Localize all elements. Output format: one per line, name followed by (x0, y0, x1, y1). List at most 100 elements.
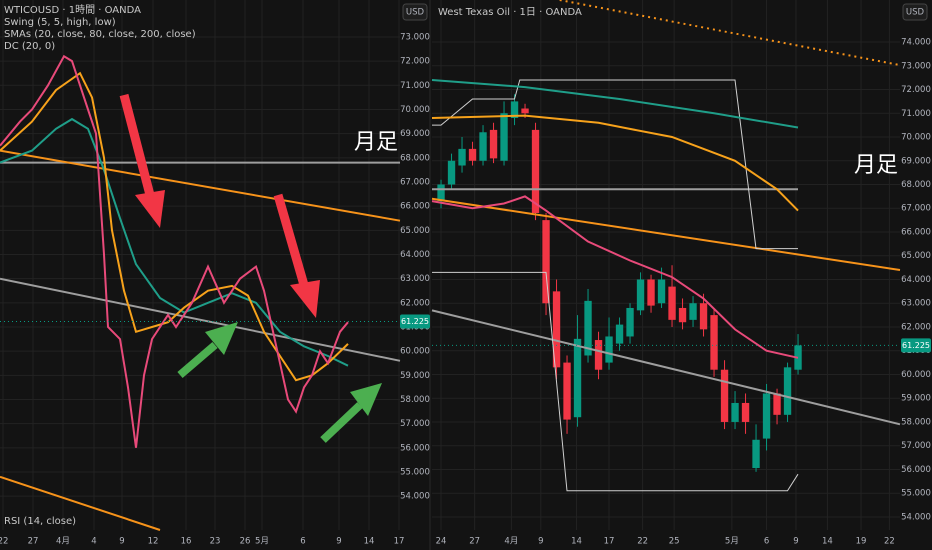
candle-body (762, 393, 771, 439)
x-tick-label: 12 (148, 537, 159, 547)
y-tick-label: 56.000 (400, 443, 430, 453)
line (431, 195, 799, 359)
candle-body (783, 367, 792, 415)
candle-body (689, 303, 697, 320)
indicator-label: RSI (14, close) (4, 516, 76, 527)
y-tick-label: 69.000 (901, 156, 931, 166)
x-tick-label: 26 (240, 537, 251, 547)
candle-body (678, 307, 687, 323)
arrow-head (205, 322, 238, 355)
candle-body (615, 324, 624, 344)
x-tick-label: 4 (91, 537, 96, 547)
y-tick-label: 57.000 (901, 441, 931, 451)
y-tick-label: 70.000 (901, 133, 931, 143)
x-tick-label: 9 (119, 537, 124, 547)
candle-body (531, 129, 540, 213)
candle-body (584, 300, 592, 356)
legend-item: Swing (5, 5, high, low) (4, 17, 116, 28)
y-tick-label: 71.000 (400, 81, 430, 91)
currency: USD (906, 8, 925, 18)
y-tick-label: 65.000 (901, 251, 931, 261)
last-price-label: 61.225 (902, 341, 930, 350)
line (0, 149, 401, 222)
x-tick-label: 5月 (725, 537, 739, 547)
y-tick-label: 64.000 (901, 275, 931, 285)
y-tick-label: 63.000 (400, 274, 430, 284)
candle-body (731, 402, 739, 422)
currency-badge[interactable] (402, 3, 428, 21)
arrow (177, 341, 218, 379)
x-tick-label: 17 (604, 537, 615, 547)
x-tick-label: 17 (394, 537, 405, 547)
arrow-head (290, 280, 320, 318)
candle-body (710, 315, 718, 370)
candle-body (699, 303, 708, 330)
x-tick-label: 27 (28, 537, 39, 547)
candle-body (500, 113, 508, 161)
y-tick-label: 72.000 (901, 85, 931, 95)
candle-body (636, 279, 645, 311)
x-tick-label: 24 (436, 537, 447, 547)
x-tick-label: 6 (300, 537, 305, 547)
y-tick-label: 63.000 (901, 299, 931, 309)
arrow (273, 193, 309, 287)
y-tick-label: 69.000 (400, 129, 430, 139)
x-tick-label: 9 (538, 537, 543, 547)
y-tick-label: 70.000 (400, 105, 430, 115)
x-tick-label: 4月 (56, 537, 70, 547)
legend-item: DC (20, 0) (4, 41, 55, 52)
y-tick-label: 54.000 (901, 512, 931, 522)
y-tick-label: 72.000 (400, 57, 430, 67)
y-tick-label: 60.000 (400, 347, 430, 357)
x-tick-label: 22 (637, 537, 648, 547)
candle-body (594, 340, 603, 370)
candle-body (626, 307, 634, 337)
y-tick-label: 64.000 (400, 250, 430, 260)
y-tick-label: 56.000 (901, 465, 931, 475)
y-tick-label: 58.000 (901, 417, 931, 427)
candle-body (447, 160, 456, 185)
x-tick-label: 22 (0, 537, 8, 547)
candle-body (752, 439, 760, 469)
y-tick-label: 68.000 (901, 180, 931, 190)
candle-body (489, 129, 498, 159)
y-tick-label: 58.000 (400, 395, 430, 405)
candle-body (605, 336, 613, 363)
last-price-label: 61.225 (401, 317, 429, 326)
y-tick-label: 73.000 (901, 61, 931, 71)
x-tick-label: 14 (571, 537, 582, 547)
y-tick-label: 74.000 (901, 38, 931, 48)
line (559, 0, 901, 67)
y-tick-label: 73.000 (400, 32, 430, 42)
candle-body (773, 393, 781, 415)
arrow (119, 93, 155, 197)
y-tick-label: 66.000 (400, 202, 430, 212)
candle-body (573, 338, 582, 418)
arrow-head (135, 190, 165, 228)
y-tick-label: 67.000 (901, 204, 931, 214)
x-tick-label: 4月 (504, 537, 518, 547)
candle-body (647, 279, 655, 306)
annotation: 月足 (354, 130, 398, 155)
y-tick-label: 68.000 (400, 153, 430, 163)
candle-body (720, 369, 729, 422)
candle-body (437, 184, 445, 202)
x-tick-label: 6 (764, 537, 769, 547)
y-tick-label: 60.000 (901, 370, 931, 380)
x-tick-label: 9 (793, 537, 798, 547)
y-tick-label: 59.000 (400, 371, 430, 381)
x-tick-label: 22 (884, 537, 895, 547)
candle-body (458, 148, 466, 166)
annotation: 月足 (854, 153, 898, 178)
line (0, 71, 349, 382)
chart: 74.000 73.000 72.000 71.000 70.000 69.000 68.0… (431, 0, 931, 547)
arrow-head (350, 383, 382, 416)
candle-body (521, 108, 529, 114)
x-tick-label: 14 (364, 537, 375, 547)
currency-badge[interactable] (902, 3, 928, 21)
y-tick-label: 55.000 (400, 467, 430, 477)
legend-item: SMAs (20, close, 80, close, 200, close) (4, 29, 196, 40)
y-tick-label: 65.000 (400, 226, 430, 236)
x-tick-label: 16 (181, 537, 192, 547)
